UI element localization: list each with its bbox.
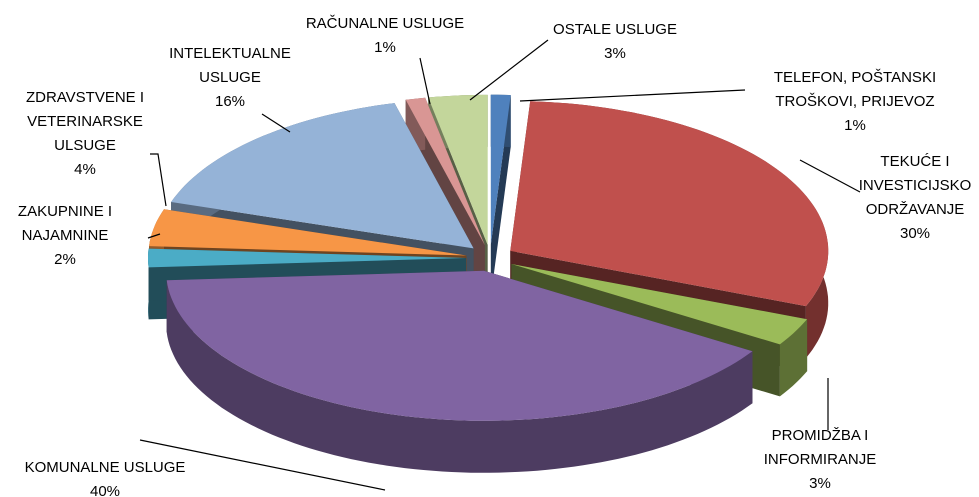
category-label: ZAKUPNINE I NAJAMNINE xyxy=(17,203,113,244)
leader-line xyxy=(147,233,161,239)
slice xyxy=(171,103,474,249)
leader-lines xyxy=(139,39,861,491)
leader-line xyxy=(150,153,167,207)
value-label: 1% xyxy=(844,117,866,134)
value-label: 1% xyxy=(374,39,396,56)
slice xyxy=(511,264,808,345)
value-label: 40% xyxy=(89,483,121,497)
category-label: PROMIDŽBA I INFORMIRANJE xyxy=(763,427,877,468)
slices xyxy=(148,94,829,473)
data-label: ZAKUPNINE I NAJAMNINE 2% xyxy=(10,200,120,272)
leader-line xyxy=(519,89,746,102)
slice xyxy=(149,209,467,256)
data-label: INTELEKTUALNE USLUGE 16% xyxy=(165,42,295,114)
data-label: OSTALE USLUGE 3% xyxy=(545,18,685,66)
slice xyxy=(148,248,466,268)
value-label: 30% xyxy=(899,225,931,242)
slice-wall xyxy=(779,319,808,397)
slice xyxy=(166,270,753,421)
slice xyxy=(428,94,488,245)
value-label: 16% xyxy=(214,93,246,110)
category-label: KOMUNALNE USLUGE xyxy=(24,459,186,476)
value-label: 2% xyxy=(54,251,76,268)
category-label: INTELEKTUALNE USLUGE xyxy=(169,45,291,86)
leader-line xyxy=(139,439,386,491)
data-label: PROMIDŽBA I INFORMIRANJE 3% xyxy=(745,424,895,496)
category-label: ZDRAVSTVENE I VETERINARSKE ULSUGE xyxy=(25,89,145,154)
category-label: OSTALE USLUGE xyxy=(553,21,677,38)
data-label: TELEFON, POŠTANSKI TROŠKOVI, PRIJEVOZ 1% xyxy=(745,66,965,138)
leader-line xyxy=(799,159,861,193)
value-label: 3% xyxy=(604,45,626,62)
leader-line xyxy=(261,113,291,133)
value-label: 4% xyxy=(74,161,96,178)
leader-line xyxy=(419,57,431,105)
category-label: TEKUĆE I INVESTICIJSKO ODRŽAVANJE xyxy=(858,153,972,218)
slice xyxy=(510,101,829,307)
data-label: RAČUNALNE USLUGE 1% xyxy=(295,12,475,60)
data-label: KOMUNALNE USLUGE 40% xyxy=(0,456,215,497)
category-label: RAČUNALNE USLUGE xyxy=(305,15,465,32)
value-label: 3% xyxy=(809,475,831,492)
leader-line xyxy=(469,39,549,101)
data-label: TEKUĆE I INVESTICIJSKO ODRŽAVANJE 30% xyxy=(855,150,975,246)
slice xyxy=(405,97,485,246)
slice xyxy=(490,94,511,245)
data-label: ZDRAVSTVENE I VETERINARSKE ULSUGE 4% xyxy=(15,86,155,182)
category-label: TELEFON, POŠTANSKI TROŠKOVI, PRIJEVOZ xyxy=(773,69,937,110)
slice-wall xyxy=(166,280,753,473)
